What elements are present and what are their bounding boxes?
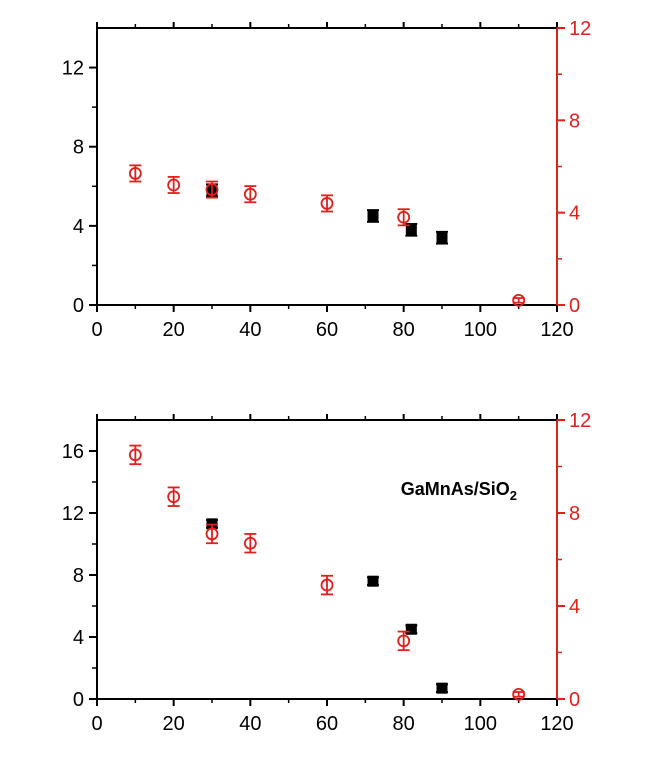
sample-label-subscript: 2 (510, 488, 517, 503)
y-tick-label: 12 (62, 58, 84, 80)
y-tick-label: 12 (62, 503, 84, 525)
data-point-square (405, 224, 417, 236)
x-tick-label: 60 (316, 713, 338, 735)
data-point-circle (320, 578, 334, 592)
data-point-circle (397, 210, 411, 224)
sample-label: GaMnAs/SiO2 (401, 479, 517, 503)
y2-tick-label: 12 (569, 18, 591, 40)
data-point-circle (243, 536, 257, 550)
x-tick-label: 20 (163, 713, 185, 735)
y2-tick-label: 8 (569, 110, 580, 132)
y-tick-label: 8 (73, 565, 84, 587)
y2-tick-label: 8 (569, 503, 580, 525)
data-point-square (367, 575, 379, 587)
x-tick-label: 40 (239, 713, 261, 735)
y-tick-label: 0 (73, 295, 84, 317)
x-tick-label: 80 (393, 319, 415, 341)
x-tick-label: 40 (239, 319, 261, 341)
data-point-circle (205, 183, 219, 196)
data-point-circle (512, 293, 526, 307)
y2-tick-label: 0 (569, 689, 580, 711)
x-tick-label: 100 (464, 319, 497, 341)
x-tick-label: 120 (540, 319, 573, 341)
x-tick-label: 20 (163, 319, 185, 341)
x-tick-label: 0 (91, 713, 102, 735)
x-tick-label: 80 (393, 713, 415, 735)
sample-label-main: GaMnAs/SiO (401, 479, 510, 499)
data-point-circle (205, 527, 219, 541)
data-point-circle (397, 634, 411, 648)
data-point-square (405, 623, 417, 635)
y-tick-label: 8 (73, 137, 84, 159)
data-point-square (436, 232, 448, 244)
y-tick-label: 16 (62, 441, 84, 463)
y2-tick-label: 12 (569, 410, 591, 432)
y2-tick-label: 4 (569, 596, 580, 618)
data-point-circle (512, 687, 526, 701)
data-point-square (367, 210, 379, 222)
data-point-circle (320, 197, 334, 210)
data-point-circle (128, 448, 142, 462)
x-tick-label: 60 (316, 319, 338, 341)
y-tick-label: 0 (73, 689, 84, 711)
x-tick-label: 100 (464, 713, 497, 735)
data-point-square (436, 682, 448, 694)
x-tick-label: 0 (91, 319, 102, 341)
x-tick-label: 120 (540, 713, 573, 735)
y-tick-label: 4 (73, 216, 84, 238)
data-point-circle (167, 490, 181, 504)
y2-tick-label: 0 (569, 295, 580, 317)
data-point-circle (128, 167, 142, 180)
data-point-circle (243, 187, 257, 201)
data-point-circle (167, 178, 181, 192)
y-tick-label: 4 (73, 627, 84, 649)
y2-tick-label: 4 (569, 203, 580, 225)
